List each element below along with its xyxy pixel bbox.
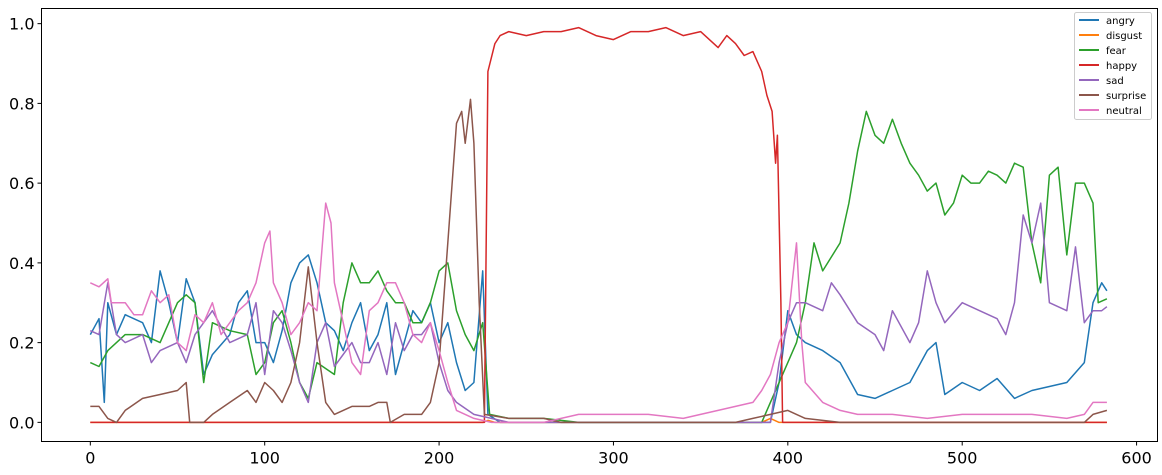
y-tick-label: 0.6 xyxy=(9,174,34,193)
legend-label-surprise: surprise xyxy=(1106,91,1146,102)
legend-label-fear: fear xyxy=(1106,46,1127,57)
x-tick-label: 100 xyxy=(249,449,280,468)
legend-label-disgust: disgust xyxy=(1106,31,1142,42)
x-tick-label: 400 xyxy=(773,449,804,468)
plot-frame xyxy=(41,8,1158,442)
y-tick-label: 0.8 xyxy=(9,94,34,113)
x-tick-label: 500 xyxy=(947,449,978,468)
series-line-surprise xyxy=(90,98,1108,424)
series-line-angry xyxy=(89,254,1108,424)
x-tick-label: 0 xyxy=(85,449,95,468)
legend-label-neutral: neutral xyxy=(1106,106,1142,117)
legend-label-angry: angry xyxy=(1106,16,1135,27)
y-tick-label: 0.4 xyxy=(9,254,34,273)
series-lines xyxy=(89,26,1108,424)
series-line-happy xyxy=(90,26,1107,424)
legend: angry disgust fear happy sad surprise neutral xyxy=(1074,12,1152,120)
series-line-neutral xyxy=(89,202,1107,424)
legend-label-sad: sad xyxy=(1106,76,1124,87)
legend-label-happy: happy xyxy=(1106,61,1137,72)
x-axis: 0 100 200 300 400 500 600 xyxy=(85,441,1152,468)
series-line-fear xyxy=(89,110,1108,424)
x-tick-label: 600 xyxy=(1121,449,1152,468)
x-tick-label: 200 xyxy=(424,449,455,468)
legend-box xyxy=(1074,12,1152,120)
x-tick-label: 300 xyxy=(598,449,629,468)
series-line-sad xyxy=(89,202,1108,424)
y-axis: 0.0 0.2 0.4 0.6 0.8 1.0 xyxy=(9,15,42,432)
y-tick-label: 0.0 xyxy=(9,413,34,432)
y-tick-label: 0.2 xyxy=(9,334,34,353)
y-tick-label: 1.0 xyxy=(9,15,34,34)
